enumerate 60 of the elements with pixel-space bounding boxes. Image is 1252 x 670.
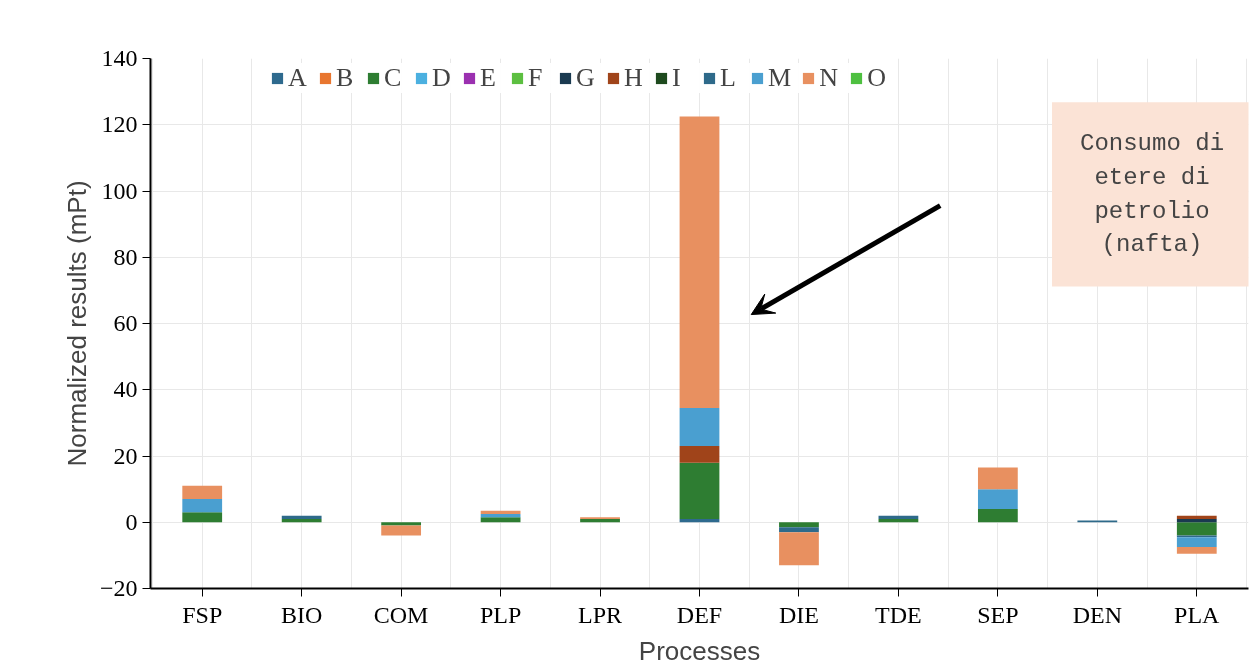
bar — [182, 485, 223, 500]
bar — [679, 446, 720, 463]
bar — [1176, 518, 1217, 523]
x-tick-label: PLA — [1174, 601, 1221, 628]
x-tick-label: PLP — [479, 601, 522, 628]
legend-label: M — [768, 63, 792, 93]
x-tick-label: FSP — [182, 601, 223, 628]
legend-label: O — [867, 63, 887, 93]
y-tick-label: 80 — [113, 243, 138, 270]
bar — [977, 489, 1018, 509]
bar — [1176, 547, 1217, 554]
legend-label: N — [819, 63, 839, 93]
bar — [779, 532, 819, 566]
bar — [977, 467, 1018, 490]
legend-label: L — [720, 63, 737, 93]
legend-label: B — [336, 63, 355, 93]
legend-label: C — [384, 63, 403, 93]
annotation: Consumo di etere di petrolio (nafta) — [1080, 130, 1225, 259]
legend-label: F — [528, 63, 544, 93]
bar — [779, 522, 819, 528]
bar — [679, 462, 720, 519]
legend-label: H — [624, 63, 644, 93]
y-tick-label: 140 — [101, 45, 138, 71]
x-tick-label: TDE — [875, 601, 922, 628]
bar — [480, 517, 521, 523]
x-tick-label: BIO — [281, 601, 323, 628]
bar — [1176, 515, 1217, 519]
bar — [1176, 537, 1217, 548]
bar — [679, 407, 720, 447]
y-tick-label: 20 — [113, 442, 138, 469]
legend-label: E — [480, 63, 497, 93]
y-axis-title: Normalized results (mPt) — [61, 180, 92, 467]
bar — [281, 515, 322, 519]
y-tick-label: 100 — [101, 177, 138, 204]
legend-label: D — [432, 63, 452, 93]
legend-label: A — [288, 63, 308, 93]
y-tick-label: 120 — [101, 111, 138, 138]
y-tick-label: 40 — [113, 376, 138, 403]
bar — [779, 527, 819, 533]
bar — [679, 116, 720, 408]
x-tick-label: COM — [373, 601, 429, 628]
bar — [381, 522, 422, 526]
x-tick-label: DIE — [778, 601, 819, 628]
bar — [182, 512, 223, 523]
x-tick-label: LPR — [578, 601, 623, 628]
x-axis-title: Processes — [638, 635, 761, 666]
bar — [182, 499, 223, 513]
x-tick-label: DEN — [1072, 601, 1122, 628]
bar — [281, 518, 322, 523]
x-tick-label: SEP — [977, 601, 1019, 628]
legend-label: I — [672, 63, 682, 93]
x-tick-label: DEF — [676, 601, 723, 628]
legend-label: G — [576, 63, 596, 93]
y-tick-label: −20 — [99, 575, 138, 601]
bar — [580, 518, 620, 523]
bar — [381, 525, 422, 536]
bar — [1176, 522, 1217, 536]
y-tick-label: 0 — [125, 508, 138, 535]
bar — [977, 509, 1018, 523]
y-tick-label: 60 — [113, 310, 138, 336]
